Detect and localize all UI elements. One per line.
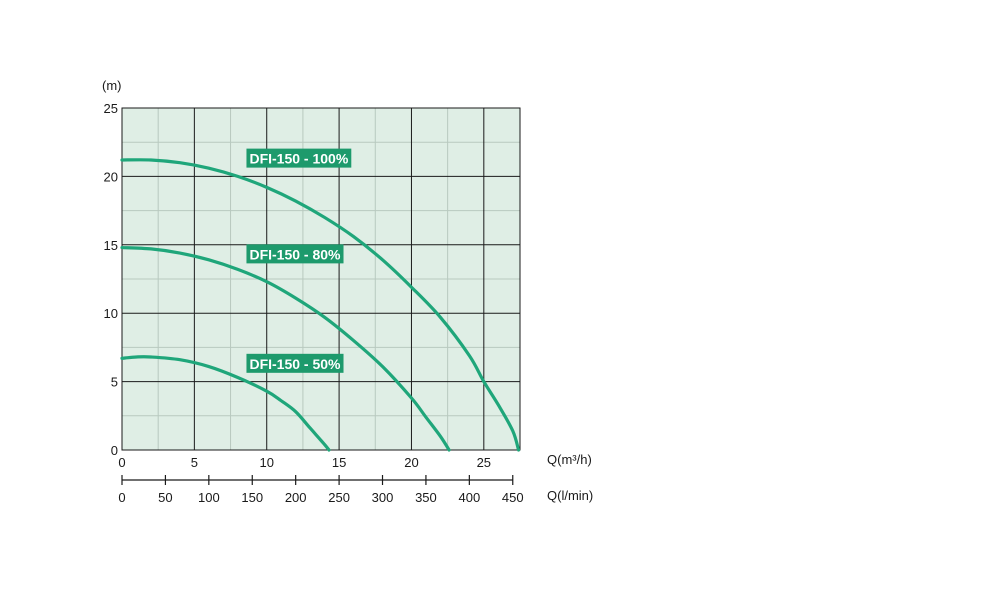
x-tick-label: 5 <box>191 455 198 470</box>
x2-tick-label: 100 <box>198 490 220 505</box>
x2-tick-label: 50 <box>158 490 172 505</box>
secondary-x-axis: 0 50 100 150 200 250 300 350 400 450 <box>118 475 524 505</box>
plot-frame <box>121 107 521 451</box>
x-tick-label: 20 <box>404 455 418 470</box>
x-axis-ticks: 0 5 10 15 20 25 <box>118 455 491 470</box>
y-tick-label: 10 <box>104 306 118 321</box>
curve-labels: DFI-150 - 100% DFI-150 - 80% DFI-150 - 50% <box>246 148 352 373</box>
x-tick-label: 15 <box>332 455 346 470</box>
x2-axis-unit: Q(l/min) <box>547 488 593 503</box>
curve-label-text: DFI-150 - 100% <box>249 151 348 167</box>
curve-label-box <box>246 244 344 264</box>
curve-label: DFI-150 - 50% <box>246 353 344 373</box>
x2-tick-label: 200 <box>285 490 307 505</box>
x2-tick-label: 0 <box>118 490 125 505</box>
x2-tick-label: 350 <box>415 490 437 505</box>
grid-major <box>121 107 521 451</box>
y-tick-label: 25 <box>104 101 118 116</box>
y-axis-ticks: 0 5 10 15 20 25 <box>104 101 118 458</box>
performance-curves <box>120 158 521 452</box>
x2-tick-label: 300 <box>372 490 394 505</box>
curve-label: DFI-150 - 80% <box>246 244 344 264</box>
x2-tick-label: 450 <box>502 490 524 505</box>
x-tick-label: 25 <box>477 455 491 470</box>
curve-series <box>120 245 451 452</box>
x-tick-label: 10 <box>259 455 273 470</box>
curve-label-box <box>246 148 352 168</box>
x-axis-unit: Q(m³/h) <box>547 452 592 467</box>
y-tick-label: 0 <box>111 443 118 458</box>
x2-tick-label: 150 <box>241 490 263 505</box>
curve-label-text: DFI-150 - 80% <box>249 246 341 262</box>
curve-label: DFI-150 - 100% <box>246 148 352 168</box>
curve-label-box <box>246 353 344 373</box>
y-axis-unit: (m) <box>102 78 122 93</box>
curve-label-text: DFI-150 - 50% <box>249 356 341 372</box>
curve-series <box>120 158 521 452</box>
x-tick-label: 0 <box>118 455 125 470</box>
y-tick-label: 15 <box>104 238 118 253</box>
x2-tick-label: 250 <box>328 490 350 505</box>
y-tick-label: 5 <box>111 375 118 390</box>
curve-series <box>120 355 331 452</box>
y-tick-label: 20 <box>104 169 118 184</box>
x2-tick-label: 400 <box>458 490 480 505</box>
